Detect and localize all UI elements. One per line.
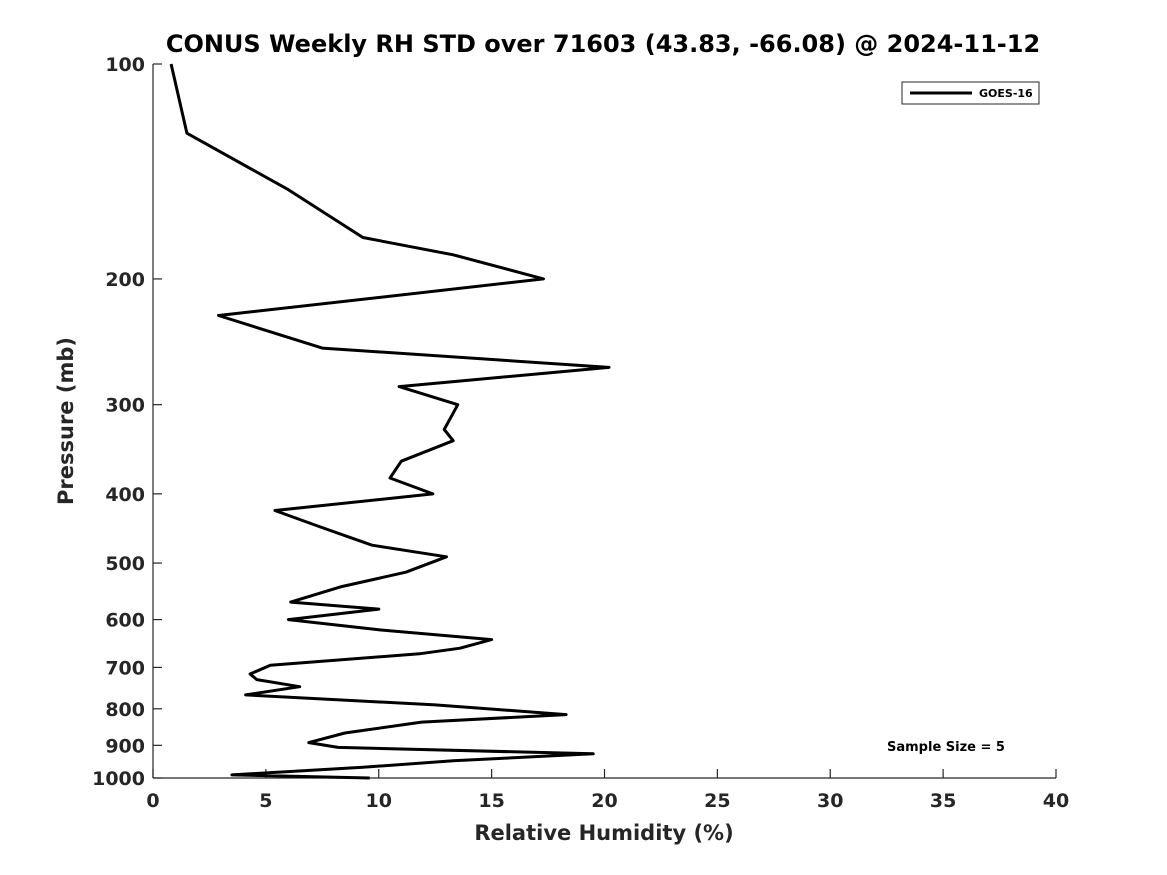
y-tick-label: 900 [105, 735, 145, 757]
x-tick-label: 5 [259, 790, 272, 812]
x-tick-label: 25 [704, 790, 730, 812]
x-axis-label: Relative Humidity (%) [474, 821, 733, 845]
x-tick-label: 10 [366, 790, 392, 812]
x-tick-label: 0 [146, 790, 159, 812]
x-tick-label: 30 [817, 790, 843, 812]
y-tick-label: 600 [105, 610, 145, 632]
y-tick-label: 1000 [92, 768, 145, 790]
x-tick-label: 35 [930, 790, 956, 812]
x-tick-label: 15 [478, 790, 504, 812]
y-axis-ticks: 100 200 300 400 500 600 700 800 900 1000 [92, 54, 162, 790]
x-tick-label: 40 [1043, 790, 1069, 812]
series-line-goes-16 [169, 63, 611, 780]
y-tick-label: 500 [105, 553, 145, 575]
y-tick-label: 300 [105, 395, 145, 417]
series-layer [169, 63, 611, 780]
y-tick-label: 100 [105, 54, 145, 76]
y-tick-label: 200 [105, 269, 145, 291]
x-tick-label: 20 [591, 790, 617, 812]
legend-label: GOES-16 [979, 87, 1033, 100]
legend: GOES-16 [901, 81, 1040, 105]
sample-size-annotation: Sample Size = 5 [887, 740, 1005, 755]
y-tick-label: 700 [105, 657, 145, 679]
y-tick-label: 800 [105, 699, 145, 721]
y-axis-label: Pressure (mb) [54, 337, 78, 505]
chart-title: CONUS Weekly RH STD over 71603 (43.83, -… [166, 30, 1040, 58]
x-axis-ticks: 0 5 10 15 20 25 30 35 40 [146, 769, 1069, 812]
y-tick-label: 400 [105, 484, 145, 506]
